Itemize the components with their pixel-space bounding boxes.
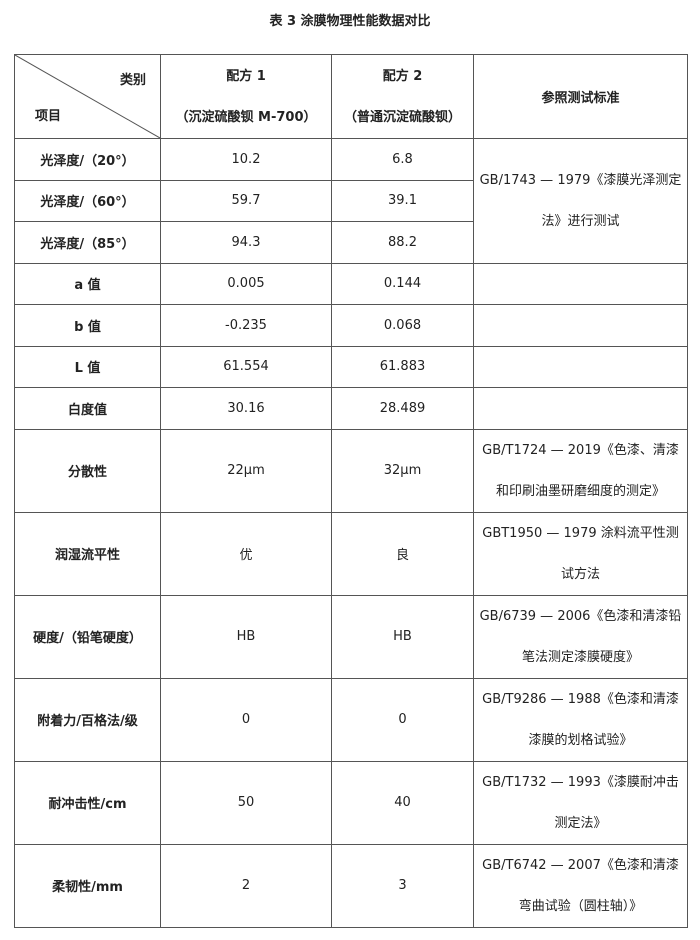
item-cell: 白度值 [14,387,161,430]
item-cell: a 值 [14,262,161,305]
formula-1-value: -0.235 [160,304,332,347]
formula-2-value: 0 [331,677,474,762]
formula-1-value: 2 [160,843,332,928]
standard-cell: GBT1950 — 1979 涂料流平性测 试方法 [473,511,688,596]
standard-line: 法》进行测试 [541,213,620,229]
formula-1-value: 94.3 [160,221,332,264]
table-row: 附着力/百格法/级 0 0 GB/T9286 — 1988《色漆和清漆 漆膜的划格试验》 [14,677,688,762]
formula-2-value: 0.144 [331,262,474,305]
formula-2-value: 40 [331,760,474,845]
formula-2-value: 6.8 [331,138,474,181]
item-cell: 附着力/百格法/级 [14,677,161,762]
category-label: 类别 [119,73,146,88]
formula-1-value: 优 [160,511,332,596]
formula-2-value: 88.2 [331,221,474,264]
standard-line: GBT1950 — 1979 涂料流平性测 [482,525,679,541]
table-row: 白度值 30.16 28.489 [14,387,688,430]
item-label: 项目 [35,109,62,124]
table-row: 柔韧性/mm 2 3 GB/T6742 — 2007《色漆和清漆 弯曲试验（圆柱轴）》 [14,843,688,928]
formula-1-value: 50 [160,760,332,845]
table-row: 分散性 22μm 32μm GB/T1724 — 2019《色漆、清漆 和印刷油墨研磨细… [14,428,688,513]
item-cell: b 值 [14,304,161,347]
formula-2-value: HB [331,594,474,679]
item-cell: 柔韧性/mm [14,843,161,928]
item-cell: L 值 [14,345,161,388]
header-line: （普通沉淀硫酸钡） [343,109,461,125]
formula-2-value: 32μm [331,428,474,513]
formula-1-value: 0 [160,677,332,762]
standard-line: GB/1743 — 1979《漆膜光泽测定 [479,172,682,188]
standard-line: 试方法 [560,566,600,582]
header-line: （沉淀硫酸钡 M-700） [175,109,317,125]
table-row: 润湿流平性优良 GBT1950 — 1979 涂料流平性测 试方法 [14,511,688,596]
header-standard: 参照测试标准 [473,54,688,139]
standard-cell [473,304,688,347]
item-cell: 硬度/（铅笔硬度） [14,594,161,679]
item-cell: 光泽度/（20°） [14,138,161,181]
standard-line: GB/T6742 — 2007《色漆和清漆 [482,857,679,873]
standard-line: 弯曲试验（圆柱轴）》 [518,898,643,914]
table-row: a 值 0.005 0.144 [14,262,688,305]
standard-cell: GB/6739 — 2006《色漆和清漆铅 笔法测定漆膜硬度》 [473,594,688,679]
formula-2-value: 0.068 [331,304,474,347]
header-line: 配方 2 [382,68,423,84]
item-cell: 分散性 [14,428,161,513]
standard-cell [473,387,688,430]
item-cell: 润湿流平性 [14,511,161,596]
formula-1-value: 59.7 [160,179,332,222]
standard-line: GB/T9286 — 1988《色漆和清漆 [482,691,679,707]
item-cell: 光泽度/（85°） [14,221,161,264]
formula-2-value: 28.489 [331,387,474,430]
standard-cell: GB/T6742 — 2007《色漆和清漆 弯曲试验（圆柱轴）》 [473,843,688,928]
table-row: 光泽度/（60°） 59.7 39.1 [14,179,688,222]
header-formula-1: 配方 1 （沉淀硫酸钡 M-700） [160,54,332,139]
data-table: 类别 项目 配方 1 （沉淀硫酸钡 M-700） 配方 2 （普通沉淀硫酸钡） 参照… [14,54,688,928]
standard-line: 漆膜的划格试验》 [528,732,633,748]
table-row: 耐冲击性/cm 50 40 GB/T1732 — 1993《漆膜耐冲击 测定法》 [14,760,688,845]
standard-line: 笔法测定漆膜硬度》 [521,649,639,665]
standard-line: GB/6739 — 2006《色漆和清漆铅 [479,608,682,624]
standard-cell: GB/T1724 — 2019《色漆、清漆 和印刷油墨研磨细度的测定》 [473,428,688,513]
standard-line: GB/T1732 — 1993《漆膜耐冲击 [482,774,679,790]
standard-line: GB/T1724 — 2019《色漆、清漆 [482,442,679,458]
formula-1-value: 10.2 [160,138,332,181]
table-row: 光泽度/（20°） 10.2 6.8 GB/1743 — 1979《漆膜光泽测定 法》进… [14,138,688,264]
formula-1-value: 61.554 [160,345,332,388]
formula-2-value: 61.883 [331,345,474,388]
table-row: 硬度/（铅笔硬度） HB HB GB/6739 — 2006《色漆和清漆铅 笔法测定漆膜… [14,594,688,679]
formula-1-value: 22μm [160,428,332,513]
formula-1-value: 0.005 [160,262,332,305]
table-row: L 值 61.554 61.883 [14,345,688,388]
formula-1-value: HB [160,594,332,679]
formula-2-value: 3 [331,843,474,928]
table-row: 光泽度/（85°） 94.3 88.2 [14,221,688,264]
header-line: 配方 1 [226,68,266,84]
formula-1-value: 30.16 [160,387,332,430]
formula-2-value: 良 [331,511,474,596]
standard-line: 测定法》 [554,815,607,831]
standard-cell [473,345,688,388]
standard-cell [473,262,688,305]
item-cell: 耐冲击性/cm [14,760,161,845]
item-cell: 光泽度/（60°） [14,179,161,222]
diagonal-header-cell: 类别 项目 [14,54,161,139]
formula-2-value: 39.1 [331,179,474,222]
table-row: b 值 -0.235 0.068 [14,304,688,347]
standard-line: 和印刷油墨研磨细度的测定》 [495,483,665,499]
header-formula-2: 配方 2 （普通沉淀硫酸钡） [331,54,474,139]
standard-cell: GB/T1732 — 1993《漆膜耐冲击 测定法》 [473,760,688,845]
table-title: 表 3 涂膜物理性能数据对比 [269,14,431,29]
standard-cell: GB/T9286 — 1988《色漆和清漆 漆膜的划格试验》 [473,677,688,762]
standard-cell: GB/1743 — 1979《漆膜光泽测定 法》进行测试 [473,138,688,264]
header-row: 类别 项目 配方 1 （沉淀硫酸钡 M-700） 配方 2 （普通沉淀硫酸钡） 参照… [14,54,688,139]
